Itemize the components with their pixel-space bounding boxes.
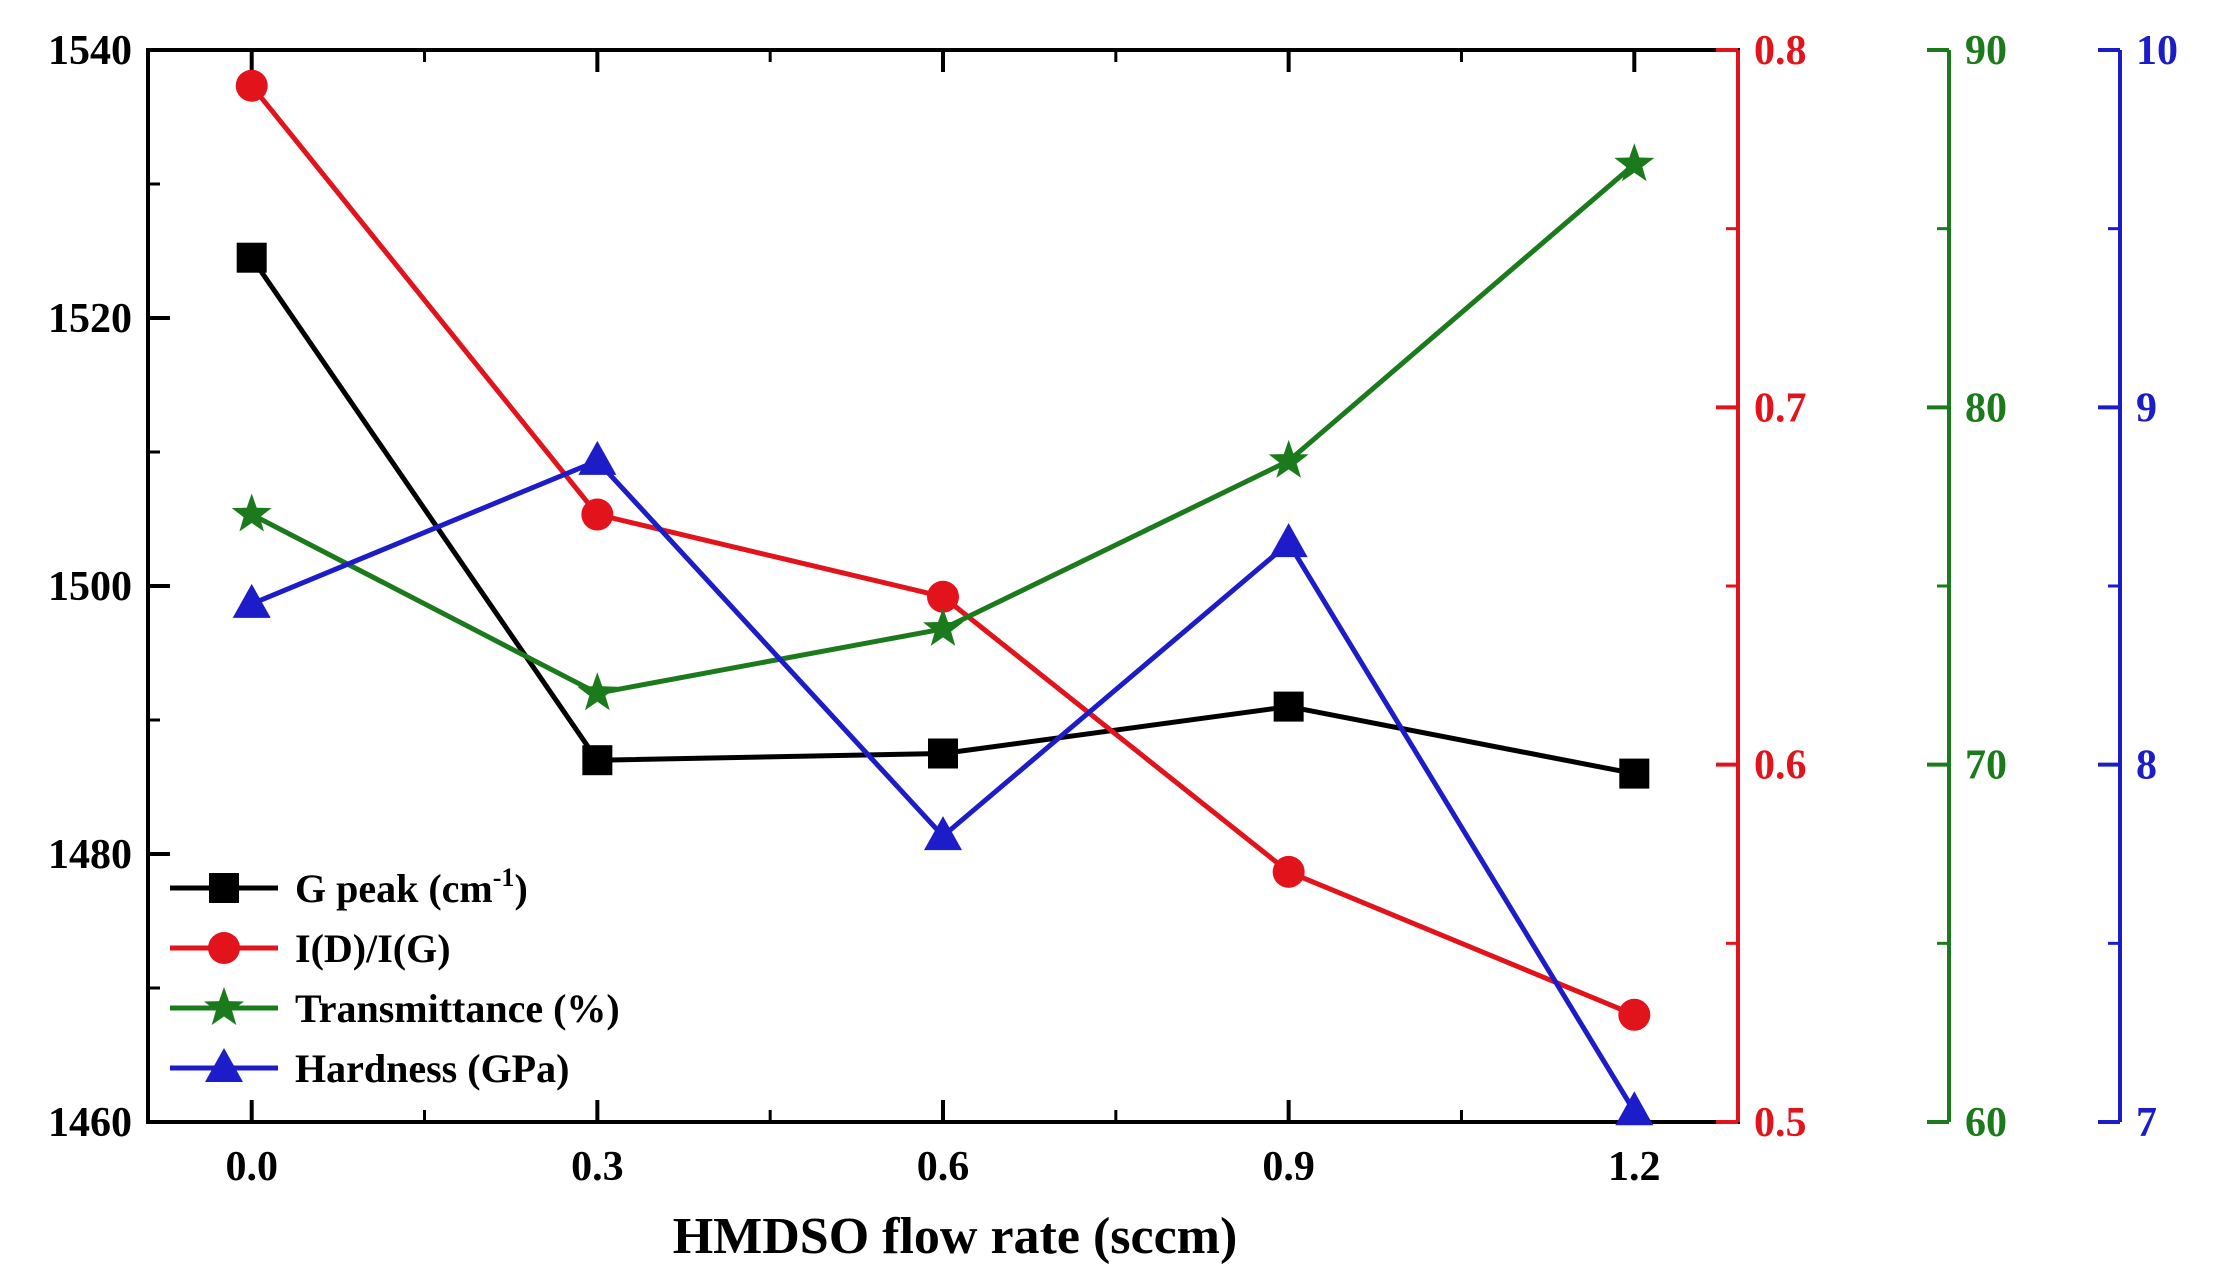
- data-point-1-4: [1618, 998, 1651, 1031]
- x-tick-label: 0.3: [571, 1144, 624, 1190]
- legend-marker-3: [205, 1048, 243, 1082]
- x-tick-label: 1.2: [1608, 1144, 1661, 1190]
- data-point-0-3: [1273, 691, 1304, 722]
- legend-label-1: I(D)/I(G): [295, 926, 451, 971]
- data-point-2-0: [231, 493, 272, 532]
- y-r-tick-label: 0.7: [1754, 385, 1807, 431]
- data-point-0-2: [928, 738, 958, 769]
- data-point-0-0: [236, 242, 267, 273]
- y-h-tick-label: 9: [2136, 385, 2157, 431]
- y-h-tick-label: 8: [2136, 743, 2157, 789]
- y-t-tick-label: 90: [1965, 28, 2007, 74]
- y-left-tick-label: 1520: [48, 296, 132, 342]
- data-point-3-4: [1615, 1091, 1654, 1126]
- y-h-tick-label: 10: [2136, 28, 2178, 74]
- data-point-1-0: [235, 69, 268, 102]
- legend-label-2: Transmittance (%): [295, 986, 620, 1031]
- legend-marker-0: [209, 873, 239, 903]
- y-left-tick-label: 1500: [48, 564, 132, 610]
- data-point-2-1: [577, 672, 618, 711]
- data-point-1-3: [1272, 855, 1305, 888]
- y-left-tick-label: 1460: [48, 1100, 132, 1146]
- data-point-0-1: [582, 745, 613, 776]
- data-point-2-3: [1268, 439, 1309, 478]
- data-point-0-4: [1619, 758, 1650, 789]
- legend: G peak (cm-1) I(D)/I(G) Transmittance (%) H…: [170, 863, 620, 1091]
- data-point-2-4: [1614, 143, 1655, 182]
- legend-label-3: Hardness (GPa): [295, 1046, 569, 1091]
- y-r-tick-label: 0.6: [1754, 743, 1807, 789]
- x-tick-label: 0.9: [1262, 1144, 1315, 1190]
- data-point-1-2: [927, 580, 959, 613]
- x-tick-label: 0.0: [225, 1144, 278, 1190]
- x-tick-label: 0.6: [917, 1144, 970, 1190]
- axes-layer: 0.0 0.3 0.6 0.9 1.2 1460 1480 1500 1520 1540 0.5 0.…: [48, 28, 2178, 1190]
- data-point-3-0: [232, 583, 271, 618]
- y-h-tick-label: 7: [2136, 1100, 2157, 1146]
- data-point-1-1: [581, 498, 614, 531]
- y-t-tick-label: 60: [1965, 1100, 2007, 1146]
- y-t-tick-label: 70: [1965, 743, 2007, 789]
- y-t-tick-label: 80: [1965, 385, 2007, 431]
- series-layer: [231, 69, 1655, 1126]
- y-left-tick-label: 1480: [48, 832, 132, 878]
- legend-marker-2: [204, 987, 244, 1025]
- y-r-tick-label: 0.5: [1754, 1100, 1807, 1146]
- data-point-2-2: [923, 607, 963, 646]
- data-point-3-2: [924, 816, 962, 851]
- y-left-tick-label: 1540: [48, 28, 132, 74]
- data-point-3-3: [1269, 523, 1308, 558]
- data-point-3-1: [578, 440, 617, 475]
- legend-marker-1: [208, 932, 240, 964]
- legend-label-0: G peak (cm-1): [295, 863, 528, 911]
- y-r-tick-label: 0.8: [1754, 28, 1807, 74]
- x-axis-title: HMDSO flow rate (sccm): [673, 1208, 1238, 1265]
